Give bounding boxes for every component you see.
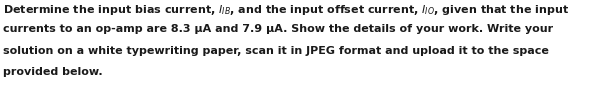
Text: Determine the input bias current, $\mathit{I}_{IB}$, and the input offset curren: Determine the input bias current, $\math… — [3, 3, 570, 17]
Text: currents to an op-amp are 8.3 μA and 7.9 μA. Show the details of your work. Writ: currents to an op-amp are 8.3 μA and 7.9… — [3, 24, 553, 34]
Text: solution on a white typewriting paper, scan it in JPEG format and upload it to t: solution on a white typewriting paper, s… — [3, 46, 549, 56]
Text: provided below.: provided below. — [3, 67, 103, 77]
